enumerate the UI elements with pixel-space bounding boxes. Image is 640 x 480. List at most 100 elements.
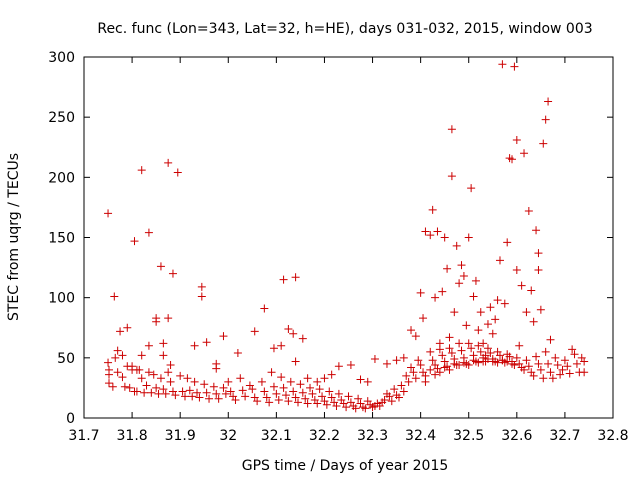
data-point <box>426 365 435 374</box>
data-point <box>195 393 204 402</box>
data-point <box>224 377 233 386</box>
data-point <box>137 166 146 175</box>
data-point <box>137 351 146 360</box>
data-point <box>527 286 536 295</box>
data-point <box>488 329 497 338</box>
data-point <box>469 356 478 365</box>
data-point <box>313 399 322 408</box>
data-point <box>541 115 550 124</box>
data-point <box>469 292 478 301</box>
data-point <box>520 365 529 374</box>
data-point <box>498 356 507 365</box>
data-point <box>178 387 187 396</box>
data-point <box>219 383 228 392</box>
data-point <box>202 388 211 397</box>
data-point <box>464 339 473 348</box>
x-tick-label: 32.2 <box>309 428 340 444</box>
data-point <box>274 395 283 404</box>
chart-title: Rec. func (Lon=343, Lat=32, h=HE), days … <box>97 21 592 37</box>
data-point <box>226 387 235 396</box>
data-point <box>164 158 173 167</box>
data-point <box>572 359 581 368</box>
plot-border <box>83 56 614 419</box>
data-point <box>553 361 562 370</box>
data-point <box>570 350 579 359</box>
data-point <box>180 392 189 401</box>
data-point <box>156 262 165 271</box>
data-point <box>205 394 214 403</box>
data-point <box>529 371 538 380</box>
data-point <box>397 381 406 390</box>
data-point <box>104 209 113 218</box>
data-point <box>140 388 149 397</box>
data-point <box>390 385 399 394</box>
data-point <box>394 393 403 402</box>
data-point <box>445 333 454 342</box>
data-point <box>190 377 199 386</box>
data-point <box>544 97 553 106</box>
data-point <box>560 356 569 365</box>
data-point <box>156 374 165 383</box>
data-point <box>443 264 452 273</box>
data-point <box>522 356 531 365</box>
data-point <box>269 382 278 391</box>
data-point <box>452 241 461 250</box>
data-point <box>284 324 293 333</box>
data-point <box>159 339 168 348</box>
data-point <box>351 404 360 413</box>
data-point <box>144 368 153 377</box>
data-point <box>457 346 466 355</box>
data-point <box>532 226 541 235</box>
data-point <box>104 358 113 367</box>
data-point <box>520 149 529 158</box>
data-point <box>455 361 464 370</box>
data-point <box>313 377 322 386</box>
data-point <box>272 389 281 398</box>
data-point <box>428 356 437 365</box>
data-point <box>221 389 230 398</box>
data-point <box>120 382 129 391</box>
data-point <box>303 374 312 383</box>
data-point <box>125 383 134 392</box>
data-point <box>301 394 310 403</box>
x-tick-label: 31.9 <box>165 428 196 444</box>
data-point <box>289 387 298 396</box>
data-point <box>440 233 449 242</box>
data-point <box>457 261 466 270</box>
data-point <box>219 332 228 341</box>
data-point <box>166 361 175 370</box>
data-point <box>409 368 418 377</box>
data-point <box>416 288 425 297</box>
data-point <box>188 392 197 401</box>
data-point <box>445 365 454 374</box>
y-tick-label: 50 <box>57 351 75 367</box>
data-point <box>476 308 485 317</box>
data-point <box>534 249 543 258</box>
data-point <box>498 60 507 69</box>
data-point <box>483 355 492 364</box>
y-tick-label: 300 <box>48 50 75 66</box>
data-point <box>279 275 288 284</box>
data-point <box>539 139 548 148</box>
data-point <box>123 362 132 371</box>
x-tick-label: 32.6 <box>501 428 532 444</box>
data-point <box>399 387 408 396</box>
data-point <box>565 369 574 378</box>
data-point <box>471 276 480 285</box>
data-point <box>515 341 524 350</box>
data-point <box>241 392 250 401</box>
data-point <box>536 305 545 314</box>
data-point <box>171 391 180 400</box>
data-point <box>327 393 336 402</box>
data-point <box>476 347 485 356</box>
data-point <box>212 389 221 398</box>
data-point <box>382 359 391 368</box>
data-point <box>142 381 151 390</box>
data-point <box>407 326 416 335</box>
data-point <box>402 371 411 380</box>
x-axis-label: GPS time / Days of year 2015 <box>242 458 449 474</box>
x-tick-label: 31.7 <box>68 428 99 444</box>
y-axis: 0 50 100 150 200 250 300 <box>48 50 613 427</box>
data-point <box>250 327 259 336</box>
data-point <box>435 368 444 377</box>
